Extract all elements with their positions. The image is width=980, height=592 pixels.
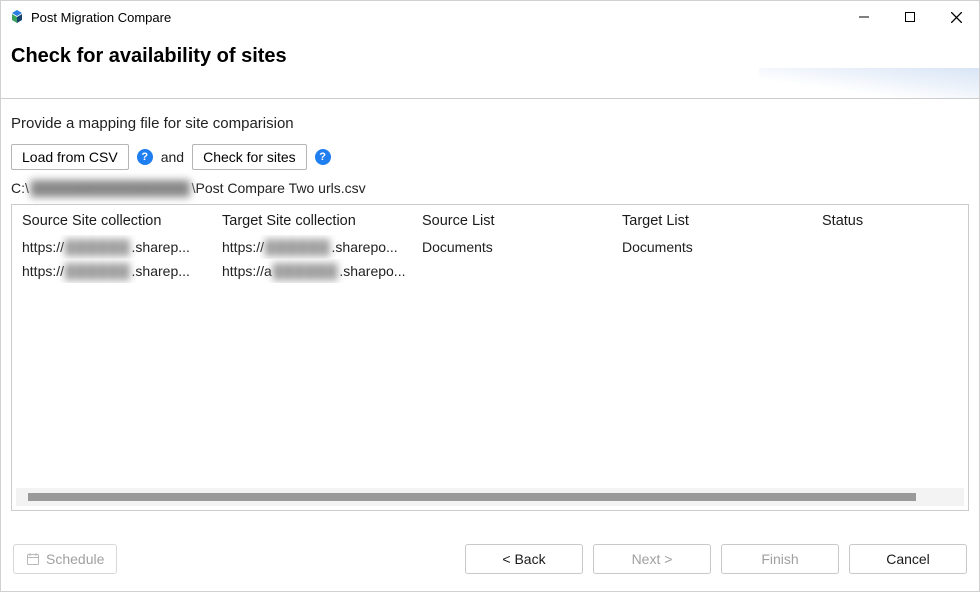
cancel-button[interactable]: Cancel bbox=[849, 544, 967, 574]
cell-source-list bbox=[412, 259, 612, 283]
window-controls bbox=[841, 1, 979, 33]
window-title: Post Migration Compare bbox=[31, 10, 171, 25]
footer: Schedule < Back Next > Finish Cancel bbox=[1, 531, 979, 591]
results-table-frame: Source Site collection Target Site colle… bbox=[11, 204, 969, 511]
col-target-site[interactable]: Target Site collection bbox=[212, 205, 412, 235]
finish-button: Finish bbox=[721, 544, 839, 574]
banner-gradient bbox=[759, 68, 979, 98]
cell-source-site: https://██████.sharep... bbox=[12, 259, 212, 283]
table-row[interactable]: https://██████.sharep... https://██████.… bbox=[12, 235, 968, 259]
content-area: Provide a mapping file for site comparis… bbox=[1, 99, 979, 531]
cell-target-list bbox=[612, 259, 812, 283]
help-icon-check[interactable]: ? bbox=[315, 149, 331, 165]
and-text: and bbox=[161, 149, 184, 165]
minimize-button[interactable] bbox=[841, 1, 887, 33]
schedule-icon bbox=[26, 552, 40, 566]
cell-status bbox=[812, 235, 968, 259]
next-button: Next > bbox=[593, 544, 711, 574]
col-source-site[interactable]: Source Site collection bbox=[12, 205, 212, 235]
titlebar: Post Migration Compare bbox=[1, 1, 979, 33]
cell-status bbox=[812, 259, 968, 283]
cell-target-site: https://a██████.sharepo... bbox=[212, 259, 412, 283]
scrollbar-thumb[interactable] bbox=[28, 493, 916, 501]
app-icon bbox=[9, 9, 25, 25]
cell-target-site: https://██████.sharepo... bbox=[212, 235, 412, 259]
back-button[interactable]: < Back bbox=[465, 544, 583, 574]
table-row[interactable]: https://██████.sharep... https://a██████… bbox=[12, 259, 968, 283]
help-icon-load[interactable]: ? bbox=[137, 149, 153, 165]
path-suffix: \Post Compare Two urls.csv bbox=[192, 180, 366, 196]
col-status[interactable]: Status bbox=[812, 205, 968, 235]
cell-source-list: Documents bbox=[412, 235, 612, 259]
titlebar-left: Post Migration Compare bbox=[9, 9, 841, 25]
path-prefix: C:\ bbox=[11, 180, 29, 196]
results-table-body: Source Site collection Target Site colle… bbox=[12, 205, 968, 488]
cell-target-list: Documents bbox=[612, 235, 812, 259]
schedule-label: Schedule bbox=[46, 551, 104, 567]
action-row: Load from CSV ? and Check for sites ? bbox=[11, 144, 969, 170]
maximize-button[interactable] bbox=[887, 1, 933, 33]
results-table: Source Site collection Target Site colle… bbox=[12, 205, 968, 283]
path-redacted: ████████████████ bbox=[29, 180, 192, 196]
instruction-text: Provide a mapping file for site comparis… bbox=[11, 115, 969, 132]
horizontal-scrollbar[interactable] bbox=[16, 488, 964, 506]
cell-source-site: https://██████.sharep... bbox=[12, 235, 212, 259]
app-window: Post Migration Compare Check for availab… bbox=[0, 0, 980, 592]
heading-area: Check for availability of sites bbox=[1, 33, 979, 98]
close-button[interactable] bbox=[933, 1, 979, 33]
page-title: Check for availability of sites bbox=[11, 45, 969, 68]
schedule-button: Schedule bbox=[13, 544, 117, 574]
load-csv-button[interactable]: Load from CSV bbox=[11, 144, 129, 170]
table-header-row: Source Site collection Target Site colle… bbox=[12, 205, 968, 235]
col-source-list[interactable]: Source List bbox=[412, 205, 612, 235]
col-target-list[interactable]: Target List bbox=[612, 205, 812, 235]
check-sites-button[interactable]: Check for sites bbox=[192, 144, 307, 170]
file-path: C:\████████████████\Post Compare Two url… bbox=[11, 180, 969, 196]
